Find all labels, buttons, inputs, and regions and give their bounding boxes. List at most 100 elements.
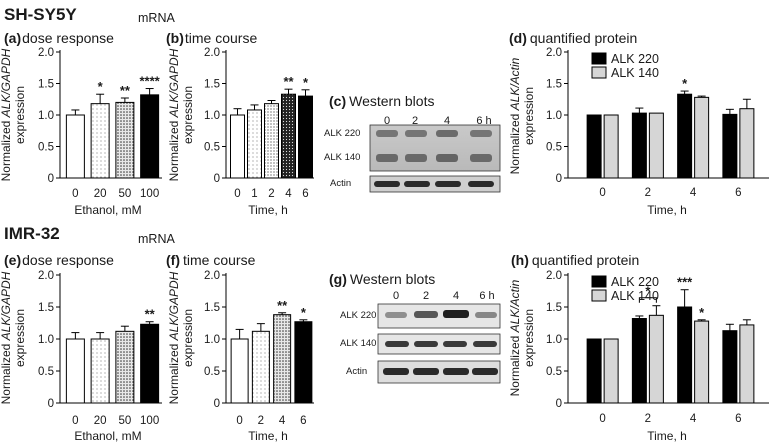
blot-g-bands	[383, 310, 498, 375]
chart-b-bar	[298, 95, 313, 179]
blot-c-row-label: ALK 220	[324, 128, 360, 139]
chart-d-bar	[631, 112, 647, 179]
chart-h-bar	[677, 306, 693, 404]
chart-h-x-tick-label: 4	[690, 413, 697, 425]
chart-d-significance-label: *	[682, 76, 688, 91]
chart-h-y-tick-label: 1.5	[546, 302, 562, 314]
chart-h-y-axis-label: Normalized ALK/Actinexpression	[508, 279, 536, 396]
blot-g-lane-label: 2	[423, 290, 429, 302]
chart-f-y-tick-label: 2.0	[204, 270, 220, 282]
chart-d-legend-label: ALK 220	[611, 52, 659, 66]
chart-b-significance-label: **	[283, 74, 294, 89]
chart-d-x-tick-label: 0	[599, 187, 605, 199]
chart-f-bar	[273, 314, 292, 404]
blot-g-lane-label: 6 h	[479, 290, 494, 302]
chart-b-y-tick-label: 1.5	[204, 79, 220, 91]
bar-charts: 0 0.5 1.0 1.5 2.0 Normalized ALK/GAPDHexpress…	[0, 47, 769, 443]
panel-d-heading: (d) quantified protein	[509, 30, 637, 46]
chart-d-legend-swatch	[591, 66, 607, 79]
chart-h-bar	[739, 324, 755, 404]
chart-a-bar	[90, 103, 110, 179]
chart-a-y-tick-label: 0.5	[38, 142, 54, 154]
chart-f-significance-label: *	[301, 305, 307, 320]
chart-e-y-axis-label: Normalized ALK/GAPDHexpression	[0, 271, 27, 404]
panel-c-heading: (c) Western blots	[329, 93, 434, 109]
blot-g-row-label: ALK 140	[340, 338, 376, 349]
chart-b-y-tick-label: 0	[214, 173, 220, 185]
chart-e-y-tick-label: 0	[48, 398, 54, 410]
chart-a-bar	[140, 94, 160, 179]
chart-d-x-tick-label: 6	[735, 187, 741, 199]
blot-g-lane-label: 4	[453, 290, 459, 302]
chart-b-bar	[264, 103, 279, 179]
chart-a-x-tick-label: 100	[140, 188, 159, 200]
chart-a-y-tick-label: 1.0	[38, 110, 54, 122]
chart-h-x-tick-label: 6	[735, 413, 741, 425]
blot-c-lane-label: 6 h	[476, 115, 491, 127]
chart-d-y-tick-label: 0.5	[546, 142, 562, 154]
chart-h-x-tick-label: 0	[599, 413, 605, 425]
chart-a-significance-label: **	[120, 83, 131, 98]
cell-line-title-imr-32: IMR-32	[4, 224, 60, 243]
chart-a-bar	[115, 101, 135, 179]
chart-h-legend-swatch	[591, 275, 607, 288]
chart-b-x-tick-label: 2	[268, 188, 274, 200]
chart-d-y-tick-label: 1.0	[546, 110, 562, 122]
chart-f-significance-label: **	[277, 298, 288, 313]
blot-c-row-label: ALK 140	[324, 152, 360, 163]
panel-f-heading: (f) time course	[166, 252, 256, 268]
blot-g-alk140-membrane	[377, 333, 501, 355]
chart-b-x-tick-label: 6	[302, 188, 308, 200]
panel-g-heading: (g) Western blots	[329, 271, 435, 287]
chart-h-bar	[694, 320, 710, 404]
chart-e-x-tick-label: 50	[118, 415, 131, 427]
blot-g-lane-label: 0	[393, 290, 399, 302]
chart-b-y-axis-label: Normalized ALK/GAPDHexpression	[167, 48, 195, 181]
blot-g-row-label: Actin	[346, 366, 367, 377]
blot-g-row-label: ALK 220	[340, 310, 376, 321]
chart-d-x-axis-label: Time, h	[647, 203, 687, 217]
chart-e-x-tick-label: 20	[94, 415, 107, 427]
chart-f-y-tick-label: 0	[214, 398, 220, 410]
western-blot-c: 0 2 4 6 h ALK 220 ALK 140 Actin	[324, 115, 501, 193]
blot-c-row-label: Actin	[330, 178, 351, 189]
chart-e-bar	[65, 338, 85, 404]
chart-a-significance-label: ****	[140, 74, 161, 89]
chart-b-y-tick-label: 0.5	[204, 142, 220, 154]
blot-c-lane-label: 0	[384, 115, 390, 127]
chart-a-x-tick-label: 0	[72, 188, 78, 200]
panel-e-heading: (e)dose response	[4, 252, 114, 268]
panel-a-heading: (a)dose response	[4, 30, 114, 46]
chart-h-bar	[648, 314, 664, 404]
chart-a-y-tick-label: 2.0	[38, 47, 54, 59]
chart-d-bar	[722, 113, 738, 179]
chart-f-x-tick-label: 0	[236, 415, 242, 427]
chart-a-x-tick-label: 50	[118, 188, 131, 200]
chart-a-y-tick-label: 0	[48, 173, 54, 185]
cell-line-title-sh-sy5y: SH-SY5Y	[4, 5, 77, 24]
chart-h-bar	[586, 338, 602, 404]
chart-h-significance-label: *	[699, 305, 705, 320]
panel-b-heading: (b)time course	[166, 30, 257, 46]
chart-d-bar	[739, 108, 755, 179]
chart-e-y-tick-label: 1.5	[38, 302, 54, 314]
chart-h-x-tick-label: 2	[645, 413, 651, 425]
chart-a-x-axis-label: Ethanol, mM	[74, 203, 141, 217]
chart-e-x-tick-label: 0	[72, 415, 78, 427]
chart-h-y-tick-label: 2.0	[546, 270, 562, 282]
chart-h-significance-label: ***	[677, 275, 693, 290]
chart-h-bar	[603, 338, 619, 404]
chart-b-bar	[247, 109, 262, 179]
chart-b-x-tick-label: 4	[285, 188, 292, 200]
chart-e-bar	[140, 323, 160, 404]
chart-f-bar	[230, 338, 249, 404]
chart-e-significance-label: **	[145, 307, 156, 322]
chart-h-x-axis-label: Time, h	[647, 429, 687, 443]
chart-d-y-tick-label: 0	[556, 173, 562, 185]
chart-d-y-axis-label: Normalized ALK/Actinexpression	[508, 57, 536, 174]
chart-e-x-tick-label: 100	[140, 415, 159, 427]
blot-c-bands	[374, 130, 494, 187]
chart-d-bar	[603, 114, 619, 179]
blot-c-lane-label: 2	[412, 115, 418, 127]
chart-b-y-tick-label: 1.0	[204, 110, 220, 122]
